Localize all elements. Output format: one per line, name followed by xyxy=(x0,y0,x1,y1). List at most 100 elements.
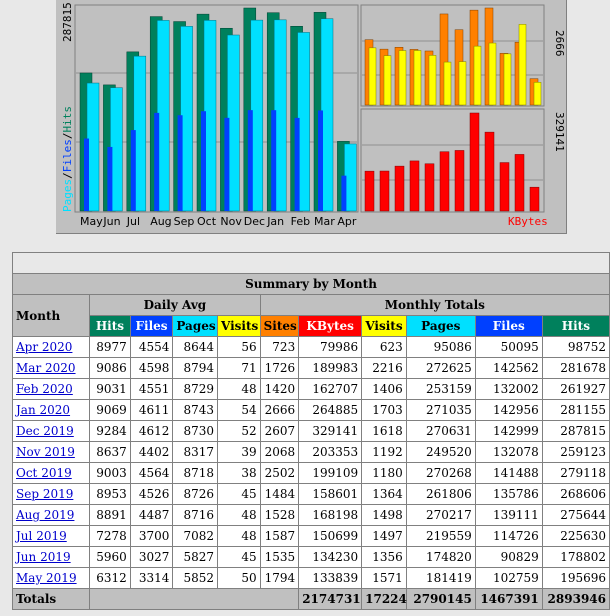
cell-d-hits: 8977 xyxy=(89,336,131,358)
kbytes-bar xyxy=(469,112,480,212)
summary-title: Summary by Month xyxy=(12,273,610,295)
cell-kbytes: 158601 xyxy=(298,483,363,505)
hits-max-label: 287815 xyxy=(61,2,74,42)
cell-pages: 219559 xyxy=(405,525,476,547)
visits-panel-frame xyxy=(360,4,545,107)
month-link[interactable]: Sep 2019 xyxy=(16,487,74,501)
cell-kbytes: 189983 xyxy=(298,357,363,379)
visits-bar xyxy=(443,61,452,106)
cell-pages: 270268 xyxy=(405,462,476,484)
month-link[interactable]: Apr 2020 xyxy=(16,340,73,354)
files-bar xyxy=(341,175,347,211)
cell-d-visits: 50 xyxy=(217,567,261,589)
cell-kbytes: 150699 xyxy=(298,525,363,547)
month-link[interactable]: Mar 2020 xyxy=(16,361,76,375)
cell-kbytes: 168198 xyxy=(298,504,363,526)
month-link[interactable]: Nov 2019 xyxy=(16,445,75,459)
visits-bar xyxy=(533,82,542,106)
cell-files: 114726 xyxy=(474,525,543,547)
cell-d-visits: 38 xyxy=(217,462,261,484)
cell-visits: 623 xyxy=(361,336,407,358)
cell-kbytes: 264885 xyxy=(298,399,363,421)
month-link[interactable]: May 2019 xyxy=(16,571,77,585)
cell-d-pages: 8644 xyxy=(172,336,219,358)
cell-sites: 2068 xyxy=(259,441,300,463)
files-bar xyxy=(130,130,136,211)
cell-files: 139111 xyxy=(474,504,543,526)
month-link[interactable]: Feb 2020 xyxy=(16,382,73,396)
cell-d-files: 3027 xyxy=(129,546,174,568)
cell-d-hits: 5960 xyxy=(89,546,131,568)
visits-bar xyxy=(383,55,392,106)
month-link[interactable]: Dec 2019 xyxy=(16,424,74,438)
files-bar xyxy=(247,110,253,211)
cell-sites: 2666 xyxy=(259,399,300,421)
table-row: Jul 2019 7278 3700 7082 48 1587 150699 1497 2195… xyxy=(11,525,610,547)
cell-d-visits: 56 xyxy=(217,336,261,358)
cell-d-files: 3314 xyxy=(129,567,174,589)
cell-hits: 195696 xyxy=(541,567,610,589)
cell-files: 102759 xyxy=(474,567,543,589)
cell-pages: 181419 xyxy=(405,567,476,589)
cell-hits: 279118 xyxy=(541,462,610,484)
table-row: Apr 2020 8977 4554 8644 56 723 79986 623 95086 50… xyxy=(11,336,610,358)
cell-hits: 261927 xyxy=(541,378,610,400)
kbytes-bar xyxy=(499,162,510,212)
cell-pages: 270631 xyxy=(405,420,476,442)
totals-label: Totals xyxy=(11,588,91,610)
cell-hits: 268606 xyxy=(541,483,610,505)
cell-d-hits: 9003 xyxy=(89,462,131,484)
files-bar xyxy=(177,115,183,211)
month-link[interactable]: Aug 2019 xyxy=(16,508,75,522)
cell-pages: 253159 xyxy=(405,378,476,400)
cell-d-hits: 8891 xyxy=(89,504,131,526)
month-link[interactable]: Oct 2019 xyxy=(16,466,72,480)
cell-hits: 281155 xyxy=(541,399,610,421)
cell-d-visits: 71 xyxy=(217,357,261,379)
cell-sites: 1528 xyxy=(259,504,300,526)
files-bar xyxy=(294,117,300,211)
cell-pages: 271035 xyxy=(405,399,476,421)
month-link[interactable]: Jun 2019 xyxy=(16,550,71,564)
cell-files: 90829 xyxy=(474,546,543,568)
month-tick-label: Feb xyxy=(291,215,310,228)
total-hits: 2893946 xyxy=(541,588,610,610)
kbytes-axis-label: KBytes xyxy=(508,215,548,228)
cell-files: 141488 xyxy=(474,462,543,484)
cell-sites: 1794 xyxy=(259,567,300,589)
kbytes-bar xyxy=(364,170,375,212)
cell-hits: 259123 xyxy=(541,441,610,463)
cell-d-visits: 39 xyxy=(217,441,261,463)
cell-visits: 1618 xyxy=(361,420,407,442)
col-header-files: Files xyxy=(129,315,174,337)
cell-d-files: 4487 xyxy=(129,504,174,526)
month-link[interactable]: Jul 2019 xyxy=(16,529,67,543)
cell-d-pages: 8716 xyxy=(172,504,219,526)
cell-kbytes: 133839 xyxy=(298,567,363,589)
cell-visits: 1192 xyxy=(361,441,407,463)
table-row: Mar 2020 9086 4598 8794 71 1726 189983 2216 2726… xyxy=(11,357,610,379)
kbytes-bar xyxy=(454,150,465,212)
cell-kbytes: 199109 xyxy=(298,462,363,484)
cell-d-hits: 8953 xyxy=(89,483,131,505)
cell-d-visits: 48 xyxy=(217,525,261,547)
table-row: Aug 2019 8891 4487 8716 48 1528 168198 1498 2702… xyxy=(11,504,610,526)
cell-sites: 1420 xyxy=(259,378,300,400)
month-link[interactable]: Jan 2020 xyxy=(16,403,71,417)
cell-d-pages: 8317 xyxy=(172,441,219,463)
cell-visits: 1180 xyxy=(361,462,407,484)
col-header-pages: Pages xyxy=(172,315,219,337)
cell-files: 132078 xyxy=(474,441,543,463)
month-tick-label: May xyxy=(80,215,103,228)
visits-bar xyxy=(413,50,422,106)
cell-d-files: 4551 xyxy=(129,378,174,400)
month-tick-label: Sep xyxy=(174,215,195,228)
kbytes-panel-frame xyxy=(360,108,545,213)
cell-d-visits: 54 xyxy=(217,399,261,421)
col-header-pages2: Pages xyxy=(405,315,476,337)
files-bar xyxy=(107,146,113,211)
visits-bar xyxy=(428,55,437,106)
month-tick-label: Mar xyxy=(314,215,335,228)
kbytes-bar xyxy=(529,186,540,212)
cell-sites: 1587 xyxy=(259,525,300,547)
